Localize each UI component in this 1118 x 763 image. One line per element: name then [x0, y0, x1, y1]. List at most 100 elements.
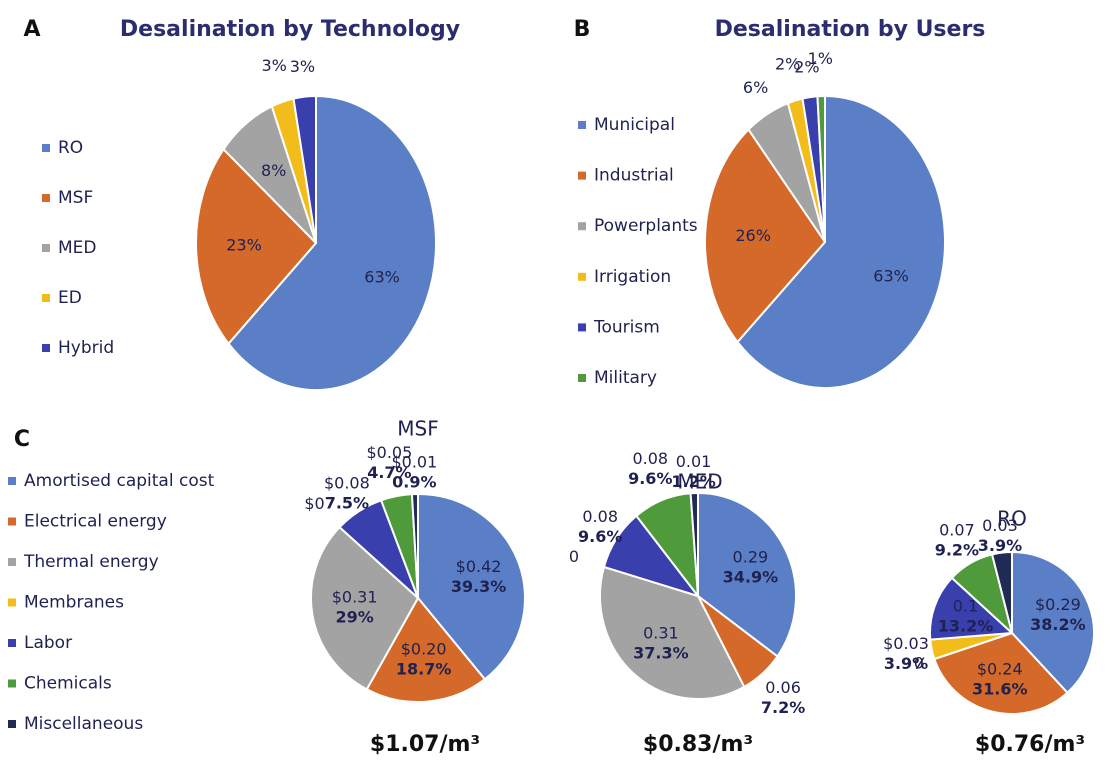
legend-swatch — [578, 374, 586, 382]
data-label: 34.9% — [723, 567, 779, 586]
pie-slice — [365, 596, 487, 703]
pie-slice — [227, 94, 438, 391]
legend-label: Membranes — [24, 593, 124, 613]
legend-label: Powerplants — [594, 216, 698, 236]
data-label: 8% — [261, 161, 286, 180]
data-label: 6% — [743, 78, 768, 97]
cost-label: 0.08 — [582, 507, 618, 526]
total-cost: $1.07/m³ — [370, 732, 480, 757]
cost-label: 0.1 — [953, 597, 978, 616]
legend-swatch — [578, 272, 586, 281]
legend-label: Labor — [24, 633, 72, 653]
pie-slice — [689, 491, 699, 597]
legend-swatch — [42, 344, 50, 352]
cost-label: 0.06 — [765, 678, 801, 697]
legend-label: Chemicals — [24, 674, 112, 694]
cost-label: $0.05 — [366, 443, 412, 462]
data-label: 2% — [775, 55, 800, 74]
data-label: 39.3% — [451, 577, 507, 596]
legend-swatch — [8, 558, 16, 566]
chart-title: Desalination by Technology — [120, 17, 460, 42]
panel-label: C — [14, 427, 30, 452]
panel-label: B — [574, 17, 591, 42]
legend-label: Amortised capital cost — [24, 471, 215, 491]
cost-label: 0.01 — [676, 452, 712, 471]
pie-slice — [736, 94, 946, 389]
pie-title: MED — [677, 470, 722, 494]
pie-slice — [990, 550, 1013, 634]
legend-swatch — [8, 517, 16, 526]
data-label: 2% — [794, 58, 819, 77]
data-label: 9.6% — [628, 469, 672, 488]
legend-swatch — [8, 720, 16, 728]
pie-slice — [816, 94, 826, 243]
pie-title: RO — [997, 507, 1027, 531]
legend-label: Hybrid — [58, 338, 114, 358]
cost-label: 0.08 — [632, 449, 668, 468]
data-label: 3.9% — [884, 654, 928, 673]
pie-slice — [310, 525, 420, 691]
cost-label: $0.29 — [1035, 595, 1081, 614]
cost-label: 0.07 — [939, 520, 975, 539]
pie-slice — [410, 492, 419, 599]
legend-label: Military — [594, 368, 657, 388]
legend-label: Industrial — [594, 166, 674, 186]
data-label: 9.2% — [935, 540, 979, 559]
total-cost: $0.76/m³ — [975, 732, 1085, 757]
pie-slice — [195, 147, 318, 346]
cost-label: 0.03 — [982, 516, 1018, 535]
legend-swatch — [8, 598, 16, 607]
cost-label: $0.20 — [401, 640, 447, 659]
cost-label: $0 — [304, 494, 324, 513]
panel-label: A — [23, 17, 40, 42]
legend-swatch — [578, 222, 586, 231]
legend-swatch — [42, 144, 50, 152]
data-label: 9.6% — [578, 527, 622, 546]
legend-swatch — [42, 244, 50, 252]
cost-label: $0.01 — [391, 453, 437, 472]
cost-label: $0.08 — [324, 474, 370, 493]
pie-slice — [933, 631, 1069, 715]
data-label: 23% — [226, 235, 262, 254]
total-cost: $0.83/m³ — [643, 732, 753, 757]
legend-label: Municipal — [594, 115, 675, 135]
data-label: 26% — [735, 226, 771, 245]
legend-swatch — [578, 171, 586, 180]
legend-label: Irrigation — [594, 267, 671, 287]
pie-title: MSF — [397, 417, 438, 441]
legend-label: Electrical energy — [24, 512, 167, 532]
pie-slice — [417, 492, 526, 681]
data-label: 7.5% — [325, 494, 369, 513]
chart-title: Desalination by Users — [715, 17, 986, 42]
data-label: 37.3% — [633, 643, 689, 662]
pie-slice — [704, 127, 827, 344]
data-label: 31.6% — [972, 680, 1028, 699]
data-label: 18.7% — [396, 660, 452, 679]
legend-label: ED — [58, 288, 82, 308]
pie-slice — [1011, 550, 1095, 695]
cost-label: $0.03 — [883, 634, 929, 653]
legend-swatch — [8, 477, 16, 485]
legend-label: RO — [58, 138, 83, 158]
legend-label: MSF — [58, 188, 93, 208]
pie-slice — [929, 576, 1015, 641]
data-label: 63% — [364, 268, 400, 287]
pie-slice — [599, 565, 746, 700]
legend-label: MED — [58, 238, 97, 258]
legend-swatch — [42, 194, 50, 202]
data-label: 3% — [290, 57, 315, 76]
data-label: 3.9% — [978, 536, 1022, 555]
legend-label: Thermal energy — [23, 552, 159, 572]
pie-slice — [292, 94, 317, 244]
data-label: 0.9% — [392, 473, 436, 492]
cost-label: $0.31 — [332, 588, 378, 607]
cost-label: 0.31 — [643, 623, 679, 642]
cost-label: $0.24 — [977, 660, 1023, 679]
legend-swatch — [8, 679, 16, 688]
legend-swatch — [578, 323, 586, 332]
legend-swatch — [42, 294, 50, 302]
legend-swatch — [578, 121, 586, 129]
data-label: 1.2% — [671, 472, 715, 491]
data-label: 29% — [335, 608, 373, 627]
